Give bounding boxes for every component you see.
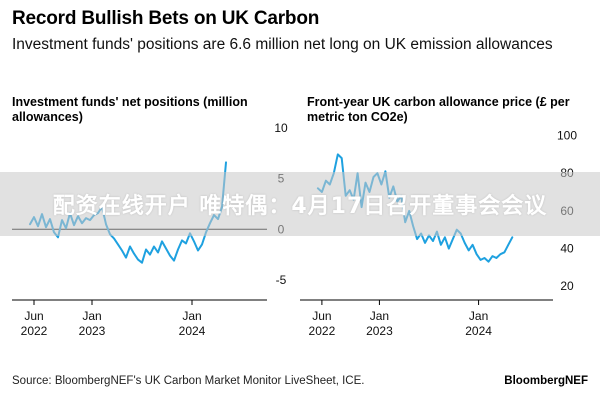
x-tick-label: Jan — [82, 309, 101, 323]
x-tick-label: Jan — [182, 309, 201, 323]
x-tick-label: 2023 — [366, 324, 393, 338]
x-tick-label: 2022 — [21, 324, 48, 338]
chart-title: Record Bullish Bets on UK Carbon — [12, 8, 320, 29]
left-panel-title: Investment funds' net positions (million… — [12, 95, 248, 124]
x-tick-label: 2023 — [79, 324, 106, 338]
right-panel-title: Front-year UK carbon allowance price (£ … — [307, 95, 570, 124]
y-tick-label: -5 — [276, 273, 287, 287]
y-tick-label: 40 — [560, 242, 574, 256]
x-tick-label: Jun — [312, 309, 331, 323]
x-tick-label: Jun — [24, 309, 43, 323]
y-tick-label: 100 — [557, 129, 577, 143]
x-tick-label: 2022 — [309, 324, 336, 338]
x-tick-label: 2024 — [179, 324, 206, 338]
x-tick-label: Jan — [370, 309, 389, 323]
source-note: Source: BloombergNEF's UK Carbon Market … — [12, 375, 365, 387]
y-tick-label: 10 — [274, 121, 288, 135]
x-tick-label: Jan — [469, 309, 488, 323]
chart-subtitle: Investment funds' positions are 6.6 mill… — [12, 36, 553, 53]
y-tick-label: 20 — [560, 279, 574, 293]
x-tick-label: 2024 — [465, 324, 492, 338]
overlay-banner-text: 配资在线开户 唯特偶：4月17日召开董事会会议 — [52, 194, 548, 219]
brand-logo: BloombergNEF — [504, 375, 588, 387]
overlay-banner: 配资在线开户 唯特偶：4月17日召开董事会会议 — [0, 172, 600, 236]
